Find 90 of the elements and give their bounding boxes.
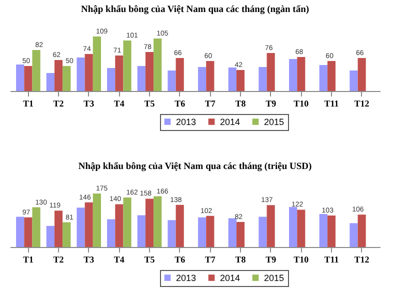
x-tick-label: T4	[114, 254, 125, 264]
x-tick-label: T5	[144, 98, 156, 108]
x-tick-label: T7	[204, 98, 216, 108]
bar	[123, 198, 132, 247]
bar	[327, 216, 336, 247]
x-tick-label: T6	[174, 254, 186, 264]
bar	[54, 60, 63, 91]
bar	[46, 226, 54, 247]
bar	[297, 57, 306, 91]
x-tick-label: T8	[235, 254, 246, 264]
legend-label: 2015	[264, 272, 284, 283]
bar	[297, 210, 306, 247]
x-tick-label: T10	[294, 98, 310, 108]
x-tick-label: T10	[294, 254, 310, 264]
bar	[350, 70, 358, 91]
bar	[16, 64, 24, 91]
bar	[206, 61, 214, 91]
bar	[358, 214, 366, 247]
x-tick-label: T5	[144, 254, 156, 264]
x-tick-label: T12	[354, 98, 370, 108]
x-tick-label: T6	[174, 98, 186, 108]
bar	[206, 216, 214, 247]
bar	[84, 54, 93, 91]
bar	[228, 68, 236, 91]
bar	[137, 66, 146, 91]
x-tick-label: T11	[324, 254, 340, 264]
bar	[92, 194, 101, 247]
legend-label: 2014	[220, 116, 240, 127]
x-tick-label: T8	[235, 98, 246, 108]
x-tick-label: T1	[22, 98, 34, 108]
bar	[319, 65, 328, 91]
bar	[46, 73, 54, 91]
bar	[62, 222, 71, 247]
bar	[115, 56, 124, 91]
bar	[236, 222, 245, 247]
bar	[76, 58, 85, 91]
x-tick-label: T9	[266, 98, 277, 108]
x-tick-label: T12	[354, 254, 370, 264]
bar	[327, 61, 336, 91]
bar	[168, 220, 176, 247]
bar	[154, 38, 162, 91]
bar	[32, 207, 40, 247]
bar	[258, 67, 267, 91]
x-tick-label: T4	[114, 98, 125, 108]
legend-label: 2015	[264, 116, 284, 127]
chart-title: Nhập khẩu bông của Việt Nam qua các tháng (ngàn tấn)	[80, 5, 310, 15]
bar	[266, 205, 275, 247]
bar	[76, 208, 85, 247]
bar	[145, 198, 154, 247]
bar	[24, 66, 32, 91]
bar	[289, 206, 298, 247]
bar	[289, 59, 298, 91]
x-tick-label: T2	[53, 98, 64, 108]
bar	[176, 204, 184, 247]
legend-label: 2013	[176, 272, 196, 283]
bar	[154, 196, 162, 247]
bar	[54, 210, 63, 247]
legend-label: 2014	[220, 272, 240, 283]
bar	[198, 217, 206, 247]
bar	[115, 204, 124, 247]
legend-label: 2013	[176, 116, 196, 127]
x-tick-label: T2	[53, 254, 64, 264]
x-tick-label: T1	[22, 254, 34, 264]
bar	[350, 223, 358, 247]
bar	[107, 68, 116, 91]
x-tick-label: T11	[324, 98, 340, 108]
bar	[62, 66, 71, 91]
bar	[168, 70, 176, 91]
bar	[137, 215, 146, 247]
bar	[358, 58, 366, 91]
x-tick-label: T3	[84, 254, 95, 264]
bar	[319, 214, 328, 247]
chart-title: Nhập khẩu bông của Việt Nam qua các tháng (triệu USD)	[78, 162, 312, 172]
bar	[107, 219, 116, 247]
bar	[92, 36, 101, 91]
x-tick-label: T7	[204, 254, 216, 264]
x-tick-label: T3	[84, 98, 95, 108]
bar	[24, 217, 32, 247]
bar	[198, 67, 206, 91]
bar	[16, 216, 24, 247]
bar	[228, 218, 236, 247]
bar	[84, 202, 93, 247]
bar	[258, 216, 267, 247]
bar	[145, 52, 154, 91]
bar	[236, 70, 245, 91]
bar	[123, 40, 132, 91]
x-tick-label: T9	[266, 254, 277, 264]
bar	[266, 53, 275, 91]
bar	[176, 58, 184, 91]
bar	[32, 50, 40, 91]
